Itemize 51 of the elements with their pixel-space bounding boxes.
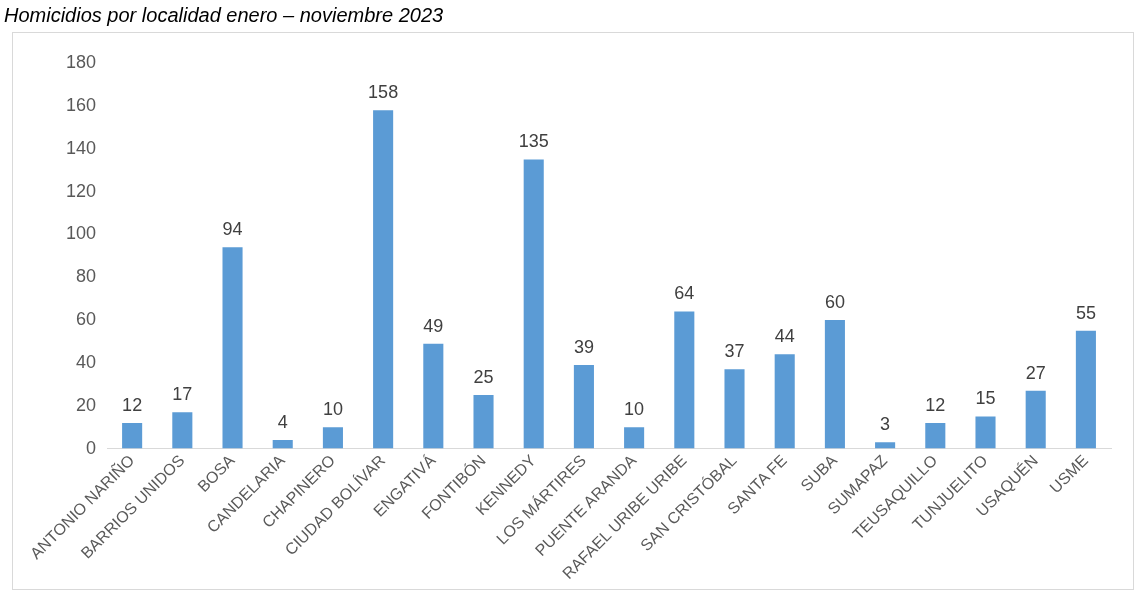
data-label: 10	[322, 399, 343, 420]
bar	[774, 354, 795, 449]
y-tick-label: 180	[65, 51, 97, 72]
y-tick-label: 40	[76, 351, 97, 372]
bar	[925, 422, 946, 449]
y-tick-label: 100	[65, 223, 97, 244]
data-label: 60	[824, 292, 845, 313]
chart-title: Homicidios por localidad enero – noviembre 2023	[4, 4, 445, 28]
bar	[875, 442, 896, 449]
data-label: 27	[1025, 362, 1046, 383]
bar	[322, 427, 343, 449]
y-tick-label: 80	[76, 266, 97, 287]
y-tick-label: 60	[76, 309, 97, 330]
data-label: 44	[774, 326, 795, 347]
bar	[1075, 330, 1096, 449]
bar	[473, 395, 494, 449]
data-label: 94	[222, 219, 243, 240]
bar	[122, 422, 143, 449]
data-label: 15	[975, 388, 996, 409]
y-tick-label: 120	[65, 180, 97, 201]
bar	[674, 311, 695, 449]
data-label: 49	[423, 315, 444, 336]
bar	[523, 159, 544, 449]
data-label: 64	[674, 283, 695, 304]
bar	[222, 247, 243, 449]
data-label: 4	[277, 412, 288, 432]
bar	[975, 416, 996, 449]
data-label: 25	[473, 367, 494, 388]
data-label: 55	[1075, 302, 1096, 323]
bar	[423, 343, 444, 449]
y-tick-label: 0	[86, 437, 97, 458]
data-label: 37	[724, 341, 745, 362]
data-label: 39	[573, 337, 594, 358]
bar	[624, 427, 645, 449]
bar	[724, 369, 745, 449]
y-tick-label: 140	[65, 137, 97, 158]
data-label: 17	[172, 384, 193, 405]
data-label: 158	[368, 82, 399, 103]
data-label: 12	[925, 394, 946, 415]
data-label: 135	[518, 131, 549, 152]
bar	[272, 440, 293, 449]
bar	[573, 365, 594, 449]
bar	[824, 320, 845, 449]
bar	[1025, 390, 1046, 449]
bar	[172, 412, 193, 449]
y-tick-label: 160	[65, 94, 97, 115]
data-label: 10	[624, 399, 645, 420]
y-tick-label: 20	[76, 394, 97, 415]
data-label: 3	[880, 414, 891, 435]
bar	[373, 110, 394, 449]
data-label: 12	[122, 394, 143, 415]
